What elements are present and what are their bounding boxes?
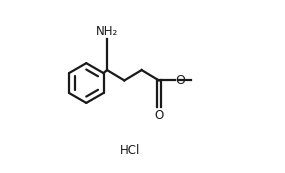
Text: O: O [175,74,185,87]
Text: NH₂: NH₂ [96,25,118,38]
Text: O: O [154,109,164,122]
Text: HCl: HCl [120,144,141,157]
